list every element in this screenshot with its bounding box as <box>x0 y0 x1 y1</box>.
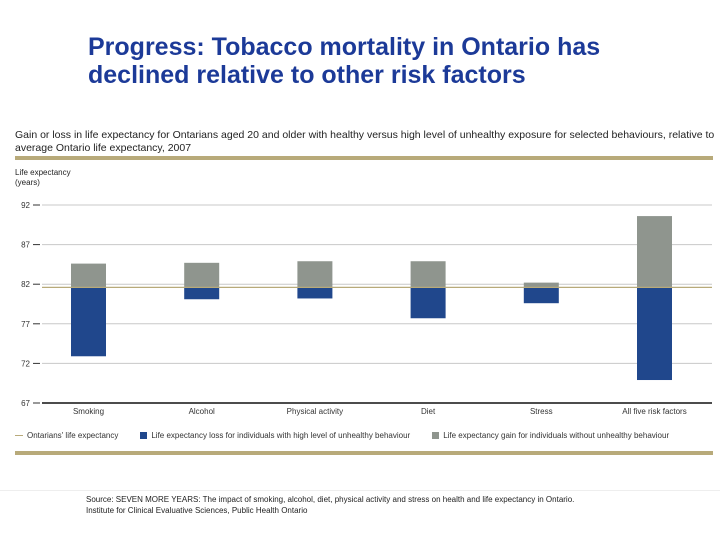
source-line-1: Source: SEVEN MORE YEARS: The impact of … <box>86 495 575 504</box>
x-tick-label: Physical activity <box>287 407 343 416</box>
bar-chart: 92 87 82 77 72 67 Smoking Alcohol Physical activ… <box>21 201 712 416</box>
top-rule <box>15 156 713 160</box>
chart-title: Gain or loss in life expectancy for Onta… <box>15 129 715 154</box>
gain-bar <box>523 282 559 288</box>
legend-label: Life expectancy gain for individuals wit… <box>443 431 670 440</box>
loss-bar <box>637 287 672 381</box>
blue-swatch-icon <box>140 432 148 439</box>
gain-bar <box>297 261 333 288</box>
gain-bar <box>184 262 220 288</box>
legend-label: Life expectancy loss for individuals wit… <box>151 431 411 440</box>
loss-bar <box>184 287 220 300</box>
y-tick-label: 77 <box>21 320 30 329</box>
gain-bar <box>410 261 446 288</box>
legend-label: Ontarians' life expectancy <box>27 431 119 440</box>
gain-bar <box>71 263 106 288</box>
legend-baseline: Ontarians' life expectancy <box>15 431 118 440</box>
divider <box>0 490 720 491</box>
x-tick-label: Smoking <box>73 407 104 416</box>
legend: Ontarians' life expectancy Life expectan… <box>15 431 669 440</box>
gray-swatch-icon <box>432 432 440 439</box>
x-tick-label: All five risk factors <box>622 407 686 416</box>
loss-bar <box>523 287 559 304</box>
y-tick-label: 92 <box>21 201 30 210</box>
legend-loss: Life expectancy loss for individuals wit… <box>140 431 410 440</box>
y-tick-label: 72 <box>21 359 30 368</box>
line-swatch-icon <box>15 435 23 436</box>
y-tick-label: 82 <box>21 280 30 289</box>
legend-gain: Life expectancy gain for individuals wit… <box>432 431 669 440</box>
bottom-rule <box>15 451 713 455</box>
loss-bar <box>297 287 333 299</box>
y-tick-label: 87 <box>21 241 30 250</box>
loss-bar <box>71 287 106 357</box>
slide-title: Progress: Tobacco mortality in Ontario h… <box>88 33 601 89</box>
y-axis-label: Life expectancy (years) <box>15 168 71 187</box>
loss-bar <box>410 287 446 319</box>
x-tick-label: Diet <box>421 407 436 416</box>
x-tick-label: Stress <box>530 407 553 416</box>
source-line-2: Institute for Clinical Evaluative Scienc… <box>86 506 308 515</box>
x-tick-label: Alcohol <box>189 407 215 416</box>
source-note: Source: SEVEN MORE YEARS: The impact of … <box>86 494 574 516</box>
gain-bar <box>637 216 672 288</box>
y-tick-label: 67 <box>21 399 30 408</box>
